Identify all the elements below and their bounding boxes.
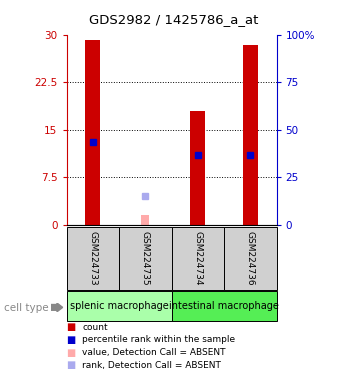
Bar [243,45,258,225]
Text: GSM224733: GSM224733 [88,231,97,286]
Text: percentile rank within the sample: percentile rank within the sample [82,335,235,344]
Text: GDS2982 / 1425786_a_at: GDS2982 / 1425786_a_at [89,13,258,26]
Text: value, Detection Call = ABSENT: value, Detection Call = ABSENT [82,348,226,357]
Text: GSM224734: GSM224734 [193,231,202,285]
Text: GSM224736: GSM224736 [246,231,255,286]
Text: count: count [82,323,108,332]
Text: splenic macrophage: splenic macrophage [70,301,168,311]
Bar [141,215,149,225]
Bar [190,111,205,225]
Bar [85,40,100,225]
Bar [66,227,119,290]
Bar [172,227,224,290]
Text: ■: ■ [66,335,76,345]
Text: ■: ■ [66,322,76,332]
FancyArrow shape [51,303,63,312]
Text: rank, Detection Call = ABSENT: rank, Detection Call = ABSENT [82,361,221,370]
Text: intestinal macrophage: intestinal macrophage [169,301,279,311]
Bar [66,291,172,321]
Text: ■: ■ [66,360,76,370]
Text: ■: ■ [66,348,76,358]
Text: GSM224735: GSM224735 [141,231,150,286]
Bar [172,291,276,321]
Bar [224,227,276,290]
Text: cell type: cell type [4,303,48,313]
Bar [119,227,172,290]
